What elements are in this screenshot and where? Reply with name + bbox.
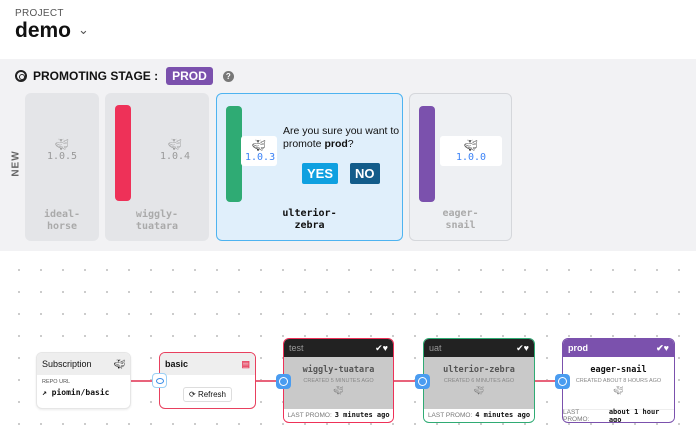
help-icon[interactable]: ?: [222, 70, 234, 82]
refresh-icon: ⟳: [189, 390, 196, 399]
target-icon: [15, 70, 27, 82]
verified-heart-icon: ✔♥: [375, 342, 388, 353]
stage-color-bar: [226, 106, 242, 202]
freight-name: eager-snail: [442, 208, 479, 231]
stage-name: prod: [568, 343, 588, 353]
chevron-down-icon[interactable]: ⌄: [78, 22, 89, 37]
connector-line: [394, 380, 424, 382]
freight-version: 🐳︎ 1.0.0: [440, 136, 502, 166]
freight-name: ideal-horse: [43, 209, 81, 232]
promote-target-icon[interactable]: [415, 374, 430, 389]
last-promo-label: LAST PROMO:: [427, 411, 473, 419]
freight-card-selected[interactable]: 🐳︎ 1.0.3 Are you sure you want to promote…: [216, 93, 403, 241]
lane-label: NEW: [10, 150, 22, 177]
created-time: CREATED 5 MINUTES AGO: [303, 378, 374, 384]
created-time: CREATED ABOUT 8 HOURS AGO: [575, 378, 662, 384]
docker-icon: 🐳︎: [55, 138, 69, 151]
promote-target-icon[interactable]: [555, 374, 570, 389]
freight-version: 🐳︎ 1.0.4: [141, 138, 209, 162]
yes-button[interactable]: YES: [302, 163, 339, 184]
refresh-button[interactable]: ⟳ Refresh: [183, 387, 232, 402]
docker-icon: 🐳︎: [464, 139, 478, 152]
docker-icon: 🐳︎: [252, 139, 266, 152]
project-label: PROJECT: [15, 8, 64, 19]
docker-icon: 🐳︎: [168, 138, 182, 151]
stage-color-bar: [419, 106, 435, 202]
freight-version: 🐳︎ 1.0.5: [25, 138, 99, 162]
docker-icon: 🐳︎: [613, 386, 624, 395]
freight-version: 🐳︎ 1.0.3: [241, 136, 277, 166]
subscription-node[interactable]: Subscription 🐳︎ REPO URL ↗ piomin/basic: [36, 352, 131, 409]
stage-node-uat[interactable]: uat ✔♥ ulterior-zebra CREATED 6 MINUTES AG…: [423, 338, 535, 423]
docker-icon: 🐳︎: [333, 386, 344, 395]
warehouse-name: basic: [165, 359, 189, 369]
promotion-title: PROMOTING STAGE :: [33, 69, 159, 83]
freight-name: ulterior-zebra: [443, 365, 515, 375]
warehouse-node[interactable]: basic ▤ ⟳ Refresh: [159, 352, 256, 409]
warehouse-icon: ▤: [241, 358, 250, 369]
freight-name: ulterior-zebra: [282, 208, 337, 231]
docker-icon: 🐳︎: [113, 358, 125, 369]
stage-badge: PROD: [166, 67, 213, 85]
repo-url-label: REPO URL: [42, 379, 71, 385]
confirm-question: Are you sure you want to promote prod?: [283, 125, 400, 150]
last-promo-label: LAST PROMO:: [287, 411, 332, 419]
created-time: CREATED 6 MINUTES AGO: [443, 378, 515, 384]
freight-name: wiggly-tuatara: [135, 209, 179, 232]
promote-target-icon[interactable]: [276, 374, 291, 389]
verified-heart-icon: ✔♥: [656, 342, 669, 353]
freight-card[interactable]: 🐳︎ 1.0.5 ideal-horse: [25, 93, 99, 241]
stage-name: uat: [429, 343, 442, 353]
connector-line: [131, 380, 159, 382]
connector-line: [256, 380, 284, 382]
verified-heart-icon: ✔♥: [516, 342, 529, 353]
stage-color-bar: [115, 105, 131, 201]
stage-name: test: [289, 343, 304, 353]
promotion-header: PROMOTING STAGE : PROD ?: [15, 67, 234, 85]
docker-icon: 🐳︎: [473, 386, 485, 395]
last-promo-label: LAST PROMO:: [563, 408, 590, 423]
last-promo-time: about 1 hour ago: [608, 407, 660, 423]
repo-link[interactable]: ↗ piomin/basic: [42, 388, 110, 397]
external-link-icon: ↗: [42, 388, 47, 397]
last-promo-time: 3 minutes ago: [334, 411, 390, 419]
project-name: demo: [15, 19, 72, 42]
stage-node-prod[interactable]: prod ✔♥ eager-snail CREATED ABOUT 8 HOURS …: [562, 338, 675, 423]
stage-node-test[interactable]: test ✔♥ wiggly-tuatara CREATED 5 MINUTES A…: [283, 338, 394, 423]
freight-name: eager-snail: [590, 365, 647, 375]
freight-card[interactable]: 🐳︎ 1.0.4 wiggly-tuatara: [105, 93, 209, 241]
eye-off-icon[interactable]: [152, 373, 167, 388]
connector-line: [535, 380, 563, 382]
last-promo-time: 4 minutes ago: [475, 411, 531, 419]
no-button[interactable]: NO: [350, 163, 380, 184]
freight-name: wiggly-tuatara: [302, 365, 375, 375]
freight-card[interactable]: 🐳︎ 1.0.0 eager-snail: [409, 93, 512, 241]
subscription-title: Subscription: [42, 359, 92, 369]
